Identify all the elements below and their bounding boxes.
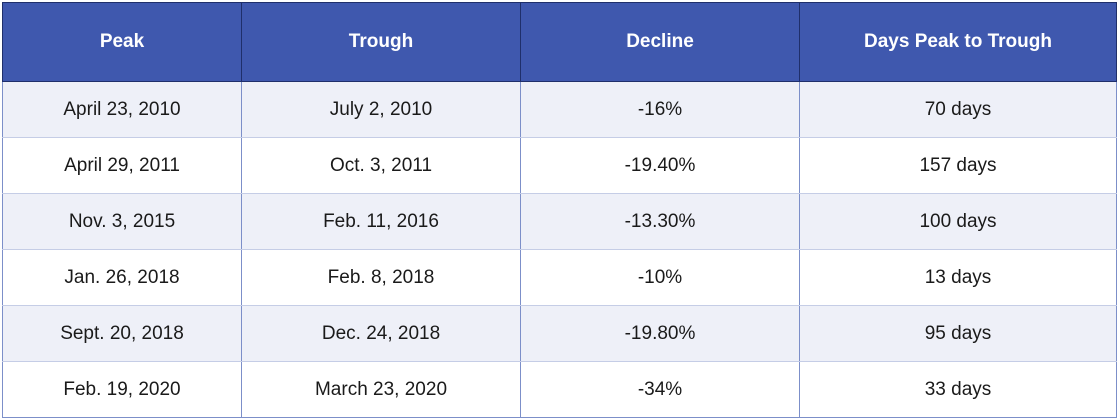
days-cell: 13 days <box>799 249 1117 306</box>
days-cell: 70 days <box>799 81 1117 138</box>
peak-cell: April 29, 2011 <box>2 137 242 194</box>
header-row: Peak Trough Decline Days Peak to Trough <box>2 2 1117 82</box>
peak-cell: Sept. 20, 2018 <box>2 305 242 362</box>
trough-cell: Dec. 24, 2018 <box>241 305 521 362</box>
table-body: April 23, 2010 July 2, 2010 -16% 70 days… <box>2 81 1117 418</box>
decline-cell: -34% <box>520 361 800 418</box>
days-cell: 33 days <box>799 361 1117 418</box>
table-header: Peak Trough Decline Days Peak to Trough <box>2 2 1117 82</box>
decline-cell: -19.80% <box>520 305 800 362</box>
column-header-trough: Trough <box>241 2 521 82</box>
table-row: Jan. 26, 2018 Feb. 8, 2018 -10% 13 days <box>2 249 1117 306</box>
column-header-days: Days Peak to Trough <box>799 2 1117 82</box>
peak-cell: Nov. 3, 2015 <box>2 193 242 250</box>
days-cell: 95 days <box>799 305 1117 362</box>
trough-cell: Feb. 11, 2016 <box>241 193 521 250</box>
table-row: Feb. 19, 2020 March 23, 2020 -34% 33 day… <box>2 361 1117 418</box>
trough-cell: March 23, 2020 <box>241 361 521 418</box>
peak-cell: Feb. 19, 2020 <box>2 361 242 418</box>
days-cell: 100 days <box>799 193 1117 250</box>
decline-cell: -13.30% <box>520 193 800 250</box>
peak-cell: April 23, 2010 <box>2 81 242 138</box>
column-header-peak: Peak <box>2 2 242 82</box>
table-row: April 23, 2010 July 2, 2010 -16% 70 days <box>2 81 1117 138</box>
decline-cell: -16% <box>520 81 800 138</box>
peak-cell: Jan. 26, 2018 <box>2 249 242 306</box>
column-header-decline: Decline <box>520 2 800 82</box>
decline-cell: -19.40% <box>520 137 800 194</box>
decline-cell: -10% <box>520 249 800 306</box>
table-row: April 29, 2011 Oct. 3, 2011 -19.40% 157 … <box>2 137 1117 194</box>
trough-cell: Oct. 3, 2011 <box>241 137 521 194</box>
table-row: Sept. 20, 2018 Dec. 24, 2018 -19.80% 95 … <box>2 305 1117 362</box>
table-row: Nov. 3, 2015 Feb. 11, 2016 -13.30% 100 d… <box>2 193 1117 250</box>
trough-cell: Feb. 8, 2018 <box>241 249 521 306</box>
trough-cell: July 2, 2010 <box>241 81 521 138</box>
days-cell: 157 days <box>799 137 1117 194</box>
